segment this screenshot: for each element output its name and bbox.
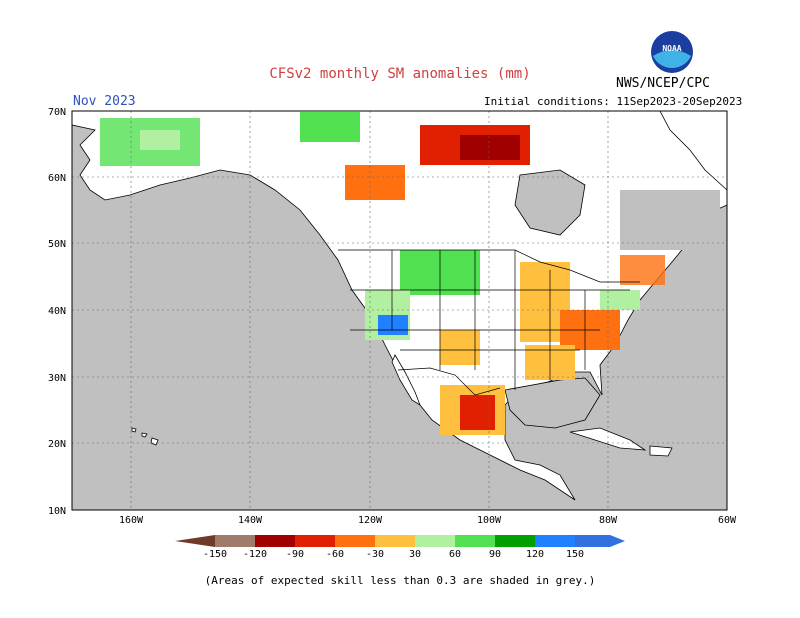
valid-month: Nov 2023 <box>73 94 136 109</box>
anomaly-nw-canada-wet <box>300 112 360 142</box>
legend-tick: 60 <box>449 549 461 560</box>
anomaly-arctic-grey <box>620 190 720 250</box>
anomaly-great-basin-very-wet <box>378 315 408 335</box>
legend-arrow-left <box>175 535 215 547</box>
lon-label: 60W <box>718 515 737 526</box>
anomaly-mexico-very-dry <box>460 395 495 430</box>
legend-tick: -30 <box>366 549 384 560</box>
noaa-logo: NOAA <box>651 31 693 73</box>
legend-tick: 30 <box>409 549 421 560</box>
legend-swatch <box>415 535 455 547</box>
legend-tick: -150 <box>203 549 227 560</box>
lon-label: 140W <box>238 515 263 526</box>
map-title: CFSv2 monthly SM anomalies (mm) <box>269 66 531 82</box>
anomaly-east-wet <box>600 290 640 310</box>
legend-swatch <box>375 535 415 547</box>
graticule <box>72 111 727 510</box>
anomaly-w-canada-dry <box>345 165 405 200</box>
state-lines-2 <box>350 289 630 351</box>
cuba-land <box>569 427 647 451</box>
legend-swatch <box>215 535 255 547</box>
latitude-labels: 70N 60N 50N 40N 30N 20N 10N <box>48 107 66 517</box>
anomaly-patches <box>100 112 720 435</box>
legend-tick: 120 <box>526 549 544 560</box>
legend-tick: 90 <box>489 549 501 560</box>
map-frame <box>71 110 728 511</box>
lat-label: 20N <box>48 439 66 450</box>
lon-label: 120W <box>358 515 383 526</box>
legend-swatch <box>495 535 535 547</box>
legend-tick: 150 <box>566 549 584 560</box>
hudson-bay <box>514 169 586 236</box>
anomaly-texas-dry <box>440 330 480 365</box>
logo-text: NOAA <box>662 44 681 53</box>
legend-swatch <box>255 535 295 547</box>
legend-swatch <box>575 535 610 547</box>
legend-tick: -60 <box>326 549 344 560</box>
legend-swatch <box>295 535 335 547</box>
lat-label: 40N <box>48 306 66 317</box>
legend-arrow-right <box>610 535 625 547</box>
lat-label: 50N <box>48 239 66 250</box>
legend-swatch <box>535 535 575 547</box>
hawaii-islands <box>131 427 159 446</box>
longitude-labels: 160W 140W 120W 100W 80W 60W <box>119 515 737 526</box>
color-legend: -150 -120 -90 -60 -30 30 60 90 120 150 <box>175 535 625 560</box>
legend-swatch <box>335 535 375 547</box>
legend-swatch <box>455 535 495 547</box>
lat-label: 30N <box>48 373 66 384</box>
agency-label: NWS/NCEP/CPC <box>616 76 710 91</box>
lat-label: 60N <box>48 173 66 184</box>
anomaly-n-canada-dry-core <box>460 135 520 160</box>
lat-label: 70N <box>48 107 66 118</box>
footnote: (Areas of expected skill less than 0.3 a… <box>204 574 596 587</box>
lon-label: 80W <box>599 515 618 526</box>
anomaly-east-canada-dry <box>620 255 665 285</box>
legend-tick: -120 <box>243 549 267 560</box>
us-mexico-border <box>397 367 501 396</box>
political-borders <box>338 249 640 396</box>
anomaly-alaska-wet-2 <box>140 130 180 150</box>
us-canada-border <box>338 249 640 283</box>
hispaniola-land <box>649 445 673 457</box>
initial-conditions: Initial conditions: 11Sep2023-20Sep2023 <box>484 95 743 108</box>
lat-label: 10N <box>48 506 66 517</box>
lon-label: 160W <box>119 515 144 526</box>
lon-label: 100W <box>477 515 502 526</box>
legend-tick: -90 <box>286 549 304 560</box>
baja-land <box>391 354 421 406</box>
